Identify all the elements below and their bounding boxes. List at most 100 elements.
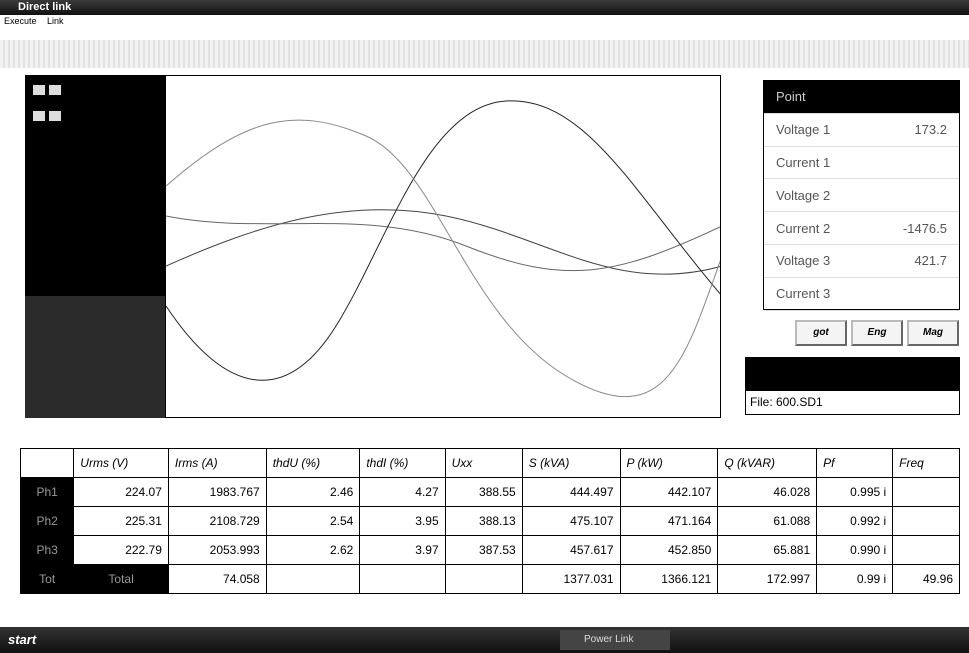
table-cell: 388.13 [445, 507, 522, 536]
readout-value: 173.2 [914, 122, 947, 137]
menu-item[interactable]: Link [47, 16, 64, 26]
waveform [166, 101, 721, 380]
row-label: Total [74, 565, 169, 594]
task-button[interactable]: Power Link [560, 630, 670, 650]
readout-label: Voltage 1 [776, 122, 830, 137]
table-cell: 0.995 i [817, 478, 893, 507]
table-cell: 2053.993 [168, 536, 266, 565]
table-cell: 74.058 [168, 565, 266, 594]
header-cell: S (kVA) [522, 449, 620, 478]
table-cell: 442.107 [620, 478, 718, 507]
row-label: Ph3 [21, 536, 74, 565]
table-cell: 3.97 [360, 536, 445, 565]
table-cell: 172.997 [718, 565, 817, 594]
waveform-plot [165, 75, 721, 418]
toolbar [0, 40, 969, 68]
table-cell: 0.990 i [817, 536, 893, 565]
taskbar [0, 627, 969, 653]
table-cell: 46.028 [718, 478, 817, 507]
file-bar [745, 357, 960, 390]
icon[interactable] [49, 85, 61, 95]
header-cell: Uxx [445, 449, 522, 478]
row-label: Ph2 [21, 507, 74, 536]
table-cell: 444.497 [522, 478, 620, 507]
waveform [166, 210, 721, 275]
readout-label: Voltage 2 [776, 188, 830, 203]
header-cell: Pf [817, 449, 893, 478]
header-cell: thdI (%) [360, 449, 445, 478]
readout-row: Current 2 -1476.5 [764, 212, 959, 245]
table-cell: 4.27 [360, 478, 445, 507]
table-cell: 471.164 [620, 507, 718, 536]
start-button[interactable]: start [8, 630, 68, 650]
header-cell: Freq [893, 449, 960, 478]
table-cell: 452.850 [620, 536, 718, 565]
readout-label: Point [776, 89, 806, 104]
icon[interactable] [49, 111, 61, 121]
table-cell: 387.53 [445, 536, 522, 565]
table-cell: 65.881 [718, 536, 817, 565]
button[interactable]: got [795, 320, 847, 346]
readout-label: Current 3 [776, 286, 830, 301]
waveform [166, 216, 721, 271]
icon[interactable] [33, 111, 45, 121]
readout-header: Point [764, 81, 959, 114]
table-cell: 475.107 [522, 507, 620, 536]
readout-label: Voltage 3 [776, 253, 830, 268]
table-cell: 1983.767 [168, 478, 266, 507]
header-cell: Irms (A) [168, 449, 266, 478]
row-label: Tot [21, 565, 74, 594]
table-cell [445, 565, 522, 594]
screen: {"window": {"title": "Direct link", "men… [0, 0, 969, 653]
table-cell: 49.96 [893, 565, 960, 594]
table-cell: 3.95 [360, 507, 445, 536]
table-cell: 61.088 [718, 507, 817, 536]
header-cell: thdU (%) [266, 449, 360, 478]
table-cell: 388.55 [445, 478, 522, 507]
table-cell: 1377.031 [522, 565, 620, 594]
table-cell: 1366.121 [620, 565, 718, 594]
menu-bar: Execute Link [0, 15, 969, 27]
readout-row: Current 3 [764, 278, 959, 311]
readout-value: 421.7 [914, 253, 947, 268]
readout-row: Voltage 1 173.2 [764, 114, 959, 147]
header-cell [21, 449, 74, 478]
readout-row: Voltage 3 421.7 [764, 245, 959, 278]
table-cell: 2.62 [266, 536, 360, 565]
table-cell [266, 565, 360, 594]
header-cell: Urms (V) [74, 449, 169, 478]
waveform [166, 120, 721, 397]
readout-panel: Point Voltage 1 173.2 Current 1 Voltage 2 Cur… [763, 80, 960, 310]
table-cell: 2.54 [266, 507, 360, 536]
table-cell [893, 478, 960, 507]
table-cell: 2108.729 [168, 507, 266, 536]
title-bar: Direct link [0, 0, 969, 15]
readout-row: Current 1 [764, 147, 959, 180]
readout-label: Current 1 [776, 155, 830, 170]
icon[interactable] [33, 85, 45, 95]
row-label: Ph1 [21, 478, 74, 507]
readout-value: -1476.5 [903, 221, 947, 236]
table-cell: 0.99 i [817, 565, 893, 594]
table-cell: 225.31 [74, 507, 169, 536]
button[interactable]: Mag [907, 320, 959, 346]
table-cell: 222.79 [74, 536, 169, 565]
readout-row: Voltage 2 [764, 179, 959, 212]
table-cell [893, 507, 960, 536]
menu-item[interactable]: Execute [4, 16, 37, 26]
table-cell: 2.46 [266, 478, 360, 507]
header-cell: Q (kVAR) [718, 449, 817, 478]
table-cell: 0.992 i [817, 507, 893, 536]
table-cell [360, 565, 445, 594]
readout-label: Current 2 [776, 221, 830, 236]
button[interactable]: Eng [851, 320, 903, 346]
table-cell: 224.07 [74, 478, 169, 507]
header-cell: P (kW) [620, 449, 718, 478]
channel-panel-lower [25, 296, 165, 418]
